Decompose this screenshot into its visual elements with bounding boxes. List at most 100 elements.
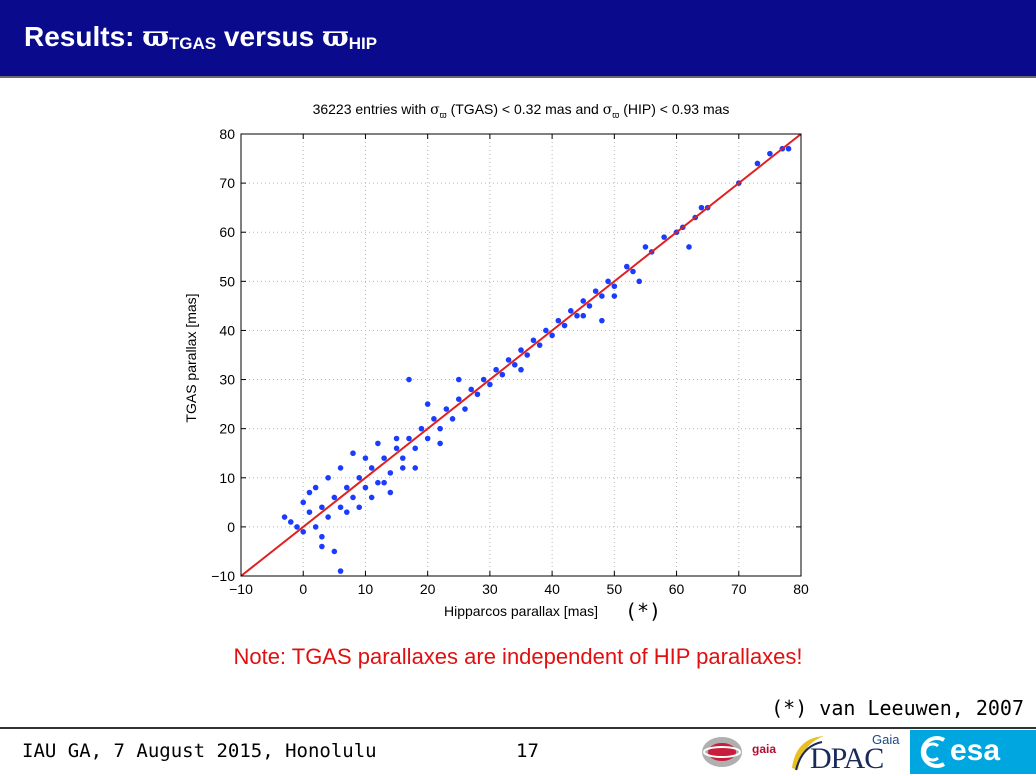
dpac-swoosh-icon [792,736,824,771]
y-axis-label: TGAS parallax [mas] [183,293,199,422]
data-point [561,322,568,329]
data-point [287,519,294,525]
slide-title: Results: ϖTGAS versus ϖHIP [24,20,377,54]
data-point [449,416,456,422]
x-tick-label: 10 [358,581,374,597]
data-point [399,455,406,461]
data-point [319,504,325,511]
gaia-logo-text: gaia [752,742,777,756]
data-point [319,533,325,540]
data-point [387,489,394,496]
data-point [468,386,475,393]
data-point [536,342,543,348]
data-point [605,278,611,285]
data-point [343,509,350,515]
data-point [567,308,574,314]
footer-divider [0,727,1036,729]
data-point [630,268,636,275]
data-point [462,406,468,412]
data-point [300,499,307,506]
data-point [580,298,587,304]
data-point [480,376,487,383]
data-point [412,465,419,471]
data-point [356,474,363,481]
data-point [312,524,319,530]
pi-symbol-tgas: ϖ [142,20,169,53]
esa-swirl-icon [920,736,946,768]
x-tick-label: 50 [607,581,623,597]
data-point [599,317,605,324]
data-point [661,234,667,240]
chart-title-part-c: (HIP) < 0.93 mas [619,101,729,117]
y-tick-label: 10 [219,470,235,486]
y-tick-label: 20 [219,421,235,437]
data-point [393,445,400,452]
data-point [623,263,630,270]
chart-title-part-b: (TGAS) < 0.32 mas and [447,101,603,117]
data-point [393,435,400,442]
data-point [406,435,412,442]
data-point [698,204,705,211]
chart-title-sigma-1: σ [430,102,440,118]
esa-logo-text: esa [950,734,1001,767]
data-point [399,465,406,471]
data-point [611,283,618,290]
data-point [368,494,375,501]
dpac-text: DPAC [810,742,884,775]
subscript-tgas: TGAS [168,34,217,53]
data-point [381,479,387,486]
pi-symbol-hip: ϖ [322,20,349,53]
x-axis-label: Hipparcos parallax [mas] [444,603,598,619]
x-tick-label: 80 [793,581,809,597]
data-point [785,145,792,152]
data-point [387,470,394,476]
gaia-logo-icon [702,737,742,767]
scatter-points [281,145,792,574]
note-text: Note: TGAS parallaxes are independent of… [233,644,803,669]
data-point [487,381,493,388]
data-point [306,509,313,515]
y-tick-label: 80 [219,126,235,142]
data-point [312,484,319,491]
data-point [686,244,692,250]
data-point [331,494,338,501]
logo-strip: gaia Gaia DPAC esa [700,730,1036,775]
x-tick-label: 30 [482,581,498,597]
data-point [337,465,344,471]
x-tick-label: 60 [669,581,685,597]
data-point [518,347,524,353]
data-point [362,455,369,461]
chart-title-sigma-2: σ [603,102,613,118]
data-point [543,327,549,334]
dpac-logo: Gaia DPAC [788,730,910,775]
data-point [499,371,506,378]
chart-grid [241,134,801,576]
chart-title-pi-2: ϖ [612,110,619,120]
data-point [530,337,537,344]
data-point [431,416,437,422]
data-point [381,455,387,461]
data-point [511,362,518,368]
data-point [455,376,462,383]
data-point [767,150,773,157]
data-point [281,514,288,520]
data-point [505,357,512,363]
esa-logo: esa [910,730,1036,774]
x-tick-label: −10 [229,581,253,597]
data-point [319,543,325,550]
y-tick-label: 60 [219,224,235,240]
data-point [300,529,307,535]
data-point [580,312,587,319]
data-point [642,244,649,250]
scatter-chart: 36223 entries with σϖ (TGAS) < 0.32 mas … [183,101,809,623]
data-point [325,474,331,481]
plot-frame [240,133,802,577]
subscript-hip: HIP [348,34,378,53]
data-point [350,494,356,501]
x-tick-label: 0 [299,581,307,597]
data-point [555,317,562,324]
data-point [350,450,356,457]
data-point [518,366,524,373]
y-tick-label: 40 [219,322,235,338]
data-point [549,332,555,339]
